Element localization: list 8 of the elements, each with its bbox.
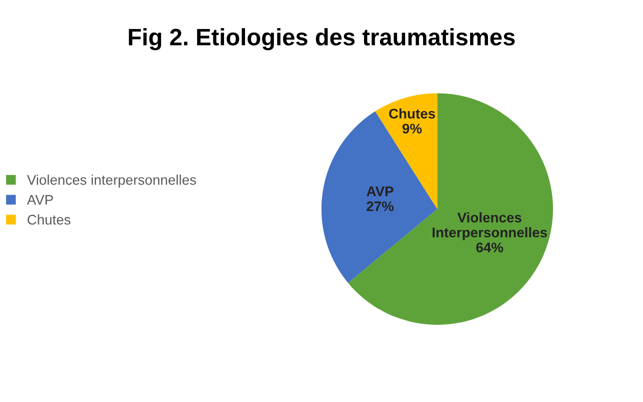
data-label: Violences Interpersonnelles 64% [432, 212, 547, 252]
legend-label: Violences interpersonnelles [26, 174, 196, 188]
pie-slice [348, 93, 553, 325]
chart-title: Fig 2. Etiologies des traumatismes [128, 28, 515, 50]
data-label: Chutes 9% [389, 108, 436, 134]
data-label: AVP 27% [366, 186, 394, 212]
legend-label: Chutes [28, 214, 70, 225]
legend-label: AVP [26, 195, 53, 205]
